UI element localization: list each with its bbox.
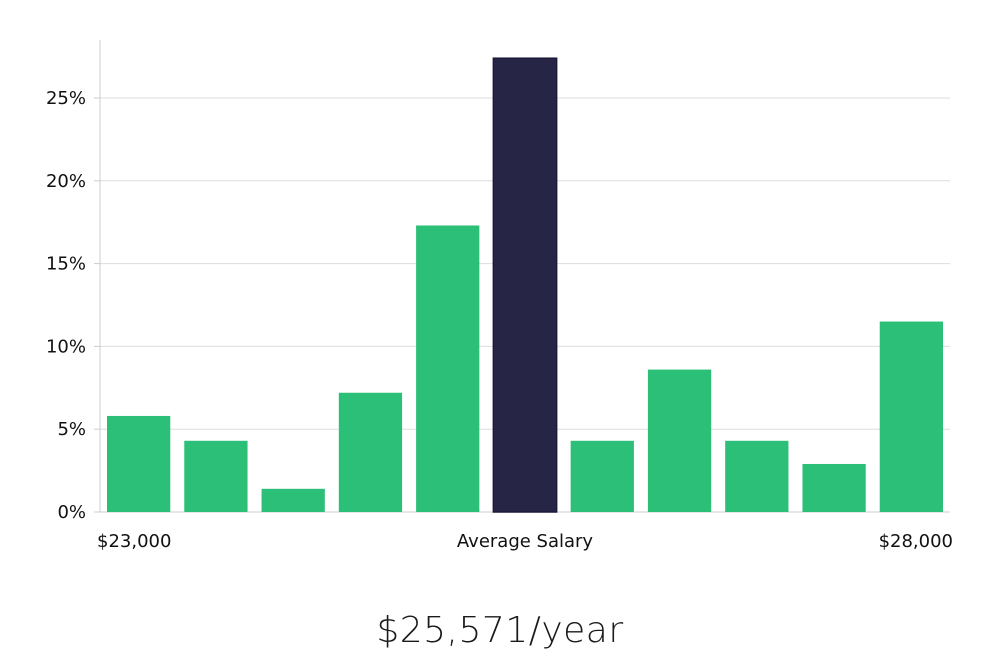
y-tick-label: 5% bbox=[57, 419, 86, 440]
bar bbox=[647, 369, 712, 512]
bar bbox=[725, 440, 789, 512]
bar bbox=[184, 440, 248, 512]
bars bbox=[107, 57, 943, 513]
x-label-max: $28,000 bbox=[879, 531, 953, 552]
bar bbox=[107, 415, 171, 512]
average-salary-value: $25,571/year bbox=[376, 610, 624, 651]
bar-average-salary bbox=[492, 57, 558, 513]
bar bbox=[879, 321, 943, 512]
bar bbox=[802, 463, 866, 512]
y-axis-ticks: 0% 5% 10% 15% 20% 25% bbox=[46, 88, 100, 523]
y-tick-label: 20% bbox=[46, 171, 86, 192]
bar bbox=[261, 488, 325, 512]
y-tick-label: 0% bbox=[57, 502, 86, 523]
bar bbox=[416, 225, 480, 512]
x-label-average: Average Salary bbox=[457, 531, 594, 552]
y-tick-label: 15% bbox=[46, 254, 86, 275]
x-label-min: $23,000 bbox=[97, 531, 171, 552]
y-tick-label: 25% bbox=[46, 88, 86, 109]
salary-histogram: 0%5%10%15%20%25% $23,000 Average Salary … bbox=[46, 40, 953, 552]
y-tick-label: 10% bbox=[46, 336, 86, 357]
bar bbox=[570, 440, 634, 512]
bar bbox=[338, 392, 403, 512]
